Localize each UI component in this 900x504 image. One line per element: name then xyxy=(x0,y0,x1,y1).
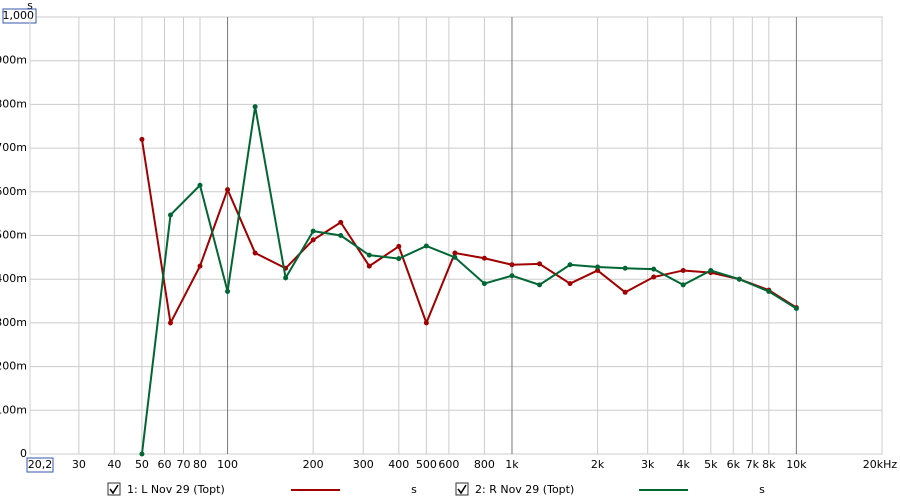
x-tick-label: 20,2 xyxy=(28,458,53,471)
series-line xyxy=(140,139,797,327)
legend-checkbox xyxy=(455,482,469,496)
y-tick-label: 200m xyxy=(0,360,27,373)
x-tick-label: 8k xyxy=(762,458,776,471)
y-tick-label: 500m xyxy=(0,229,27,242)
x-tick-label: 3k xyxy=(641,458,655,471)
y-axis-label: s xyxy=(27,0,33,12)
data-point xyxy=(452,250,458,256)
legend-label: 1: L Nov 29 (Topt) xyxy=(127,483,225,496)
data-point xyxy=(252,104,258,110)
legend-label: 2: R Nov 29 (Topt) xyxy=(475,483,574,496)
data-point xyxy=(509,262,515,268)
data-point xyxy=(595,267,601,273)
data-point xyxy=(708,267,714,273)
data-point xyxy=(139,451,145,457)
data-point xyxy=(766,288,772,294)
y-tick-label: 900m xyxy=(0,54,27,67)
tick-box xyxy=(2,8,37,24)
data-point xyxy=(481,255,487,261)
x-tick-label: 30 xyxy=(72,458,86,471)
x-tick-label: 2k xyxy=(591,458,605,471)
x-tick-label: 40 xyxy=(107,458,121,471)
x-tick-label: 1k xyxy=(505,458,519,471)
y-tick-label: 800m xyxy=(0,97,27,110)
x-tick-label: 80 xyxy=(193,458,207,471)
legend-entry: 2: R Nov 29 (Topt) s xyxy=(455,482,765,496)
data-point xyxy=(225,288,231,294)
x-tick-label: 70 xyxy=(177,458,191,471)
data-point xyxy=(366,263,372,269)
data-point xyxy=(197,182,203,188)
data-point xyxy=(167,212,173,218)
data-point xyxy=(167,320,173,326)
data-point xyxy=(252,250,258,256)
y-tick-label: 0 xyxy=(20,447,27,460)
data-point xyxy=(481,281,487,287)
data-point xyxy=(567,281,573,287)
series-line xyxy=(140,106,797,455)
x-tick-label: 600 xyxy=(438,458,459,471)
data-point xyxy=(680,267,686,273)
data-point xyxy=(396,243,402,249)
x-tick-label: 100 xyxy=(217,458,238,471)
x-tick-label: 500 xyxy=(416,458,437,471)
legend-checkbox xyxy=(107,482,121,496)
legend-unit: s xyxy=(759,483,765,496)
x-tick-label: 50 xyxy=(135,458,149,471)
tick-box xyxy=(26,457,54,473)
x-tick-label: 20kHz xyxy=(863,458,898,471)
data-point xyxy=(537,282,543,288)
x-tick-label: 200 xyxy=(303,458,324,471)
x-tick-label: 6k xyxy=(727,458,741,471)
x-tick-label: 800 xyxy=(474,458,495,471)
data-point xyxy=(139,136,145,142)
data-point xyxy=(366,252,372,258)
data-point xyxy=(680,282,686,288)
data-point xyxy=(567,262,573,268)
x-tick-label: 7k xyxy=(746,458,760,471)
data-point xyxy=(793,305,799,311)
x-tick-label: 300 xyxy=(353,458,374,471)
data-point xyxy=(396,256,402,262)
x-tick-label: 5k xyxy=(704,458,718,471)
data-point xyxy=(537,261,543,267)
data-point xyxy=(225,187,231,193)
x-tick-label: 4k xyxy=(677,458,691,471)
x-tick-label: 10k xyxy=(786,458,807,471)
data-point xyxy=(622,265,628,271)
legend-check xyxy=(109,484,119,495)
data-point xyxy=(651,266,657,272)
y-tick-label: 1,000 xyxy=(3,9,35,22)
data-point xyxy=(310,237,316,243)
data-point xyxy=(452,254,458,260)
x-tick-label: 400 xyxy=(388,458,409,471)
y-tick-label: 400m xyxy=(0,272,27,285)
y-tick-label: 600m xyxy=(0,185,27,198)
data-point xyxy=(338,219,344,225)
y-tick-label: 700m xyxy=(0,141,27,154)
data-point xyxy=(509,273,515,279)
data-point xyxy=(338,233,344,238)
data-point xyxy=(283,275,289,281)
legend-check xyxy=(457,484,467,495)
data-point xyxy=(423,243,429,249)
legend-entry: 1: L Nov 29 (Topt) s xyxy=(107,482,417,496)
data-point xyxy=(423,320,429,326)
data-point xyxy=(310,228,316,234)
data-point xyxy=(197,263,203,269)
data-point xyxy=(736,276,742,282)
y-tick-label: 300m xyxy=(0,316,27,329)
data-point xyxy=(651,274,657,280)
data-point xyxy=(622,289,628,295)
legend-unit: s xyxy=(411,483,417,496)
y-tick-label: 100m xyxy=(0,403,27,416)
x-tick-label: 60 xyxy=(157,458,171,471)
data-point xyxy=(595,264,601,270)
